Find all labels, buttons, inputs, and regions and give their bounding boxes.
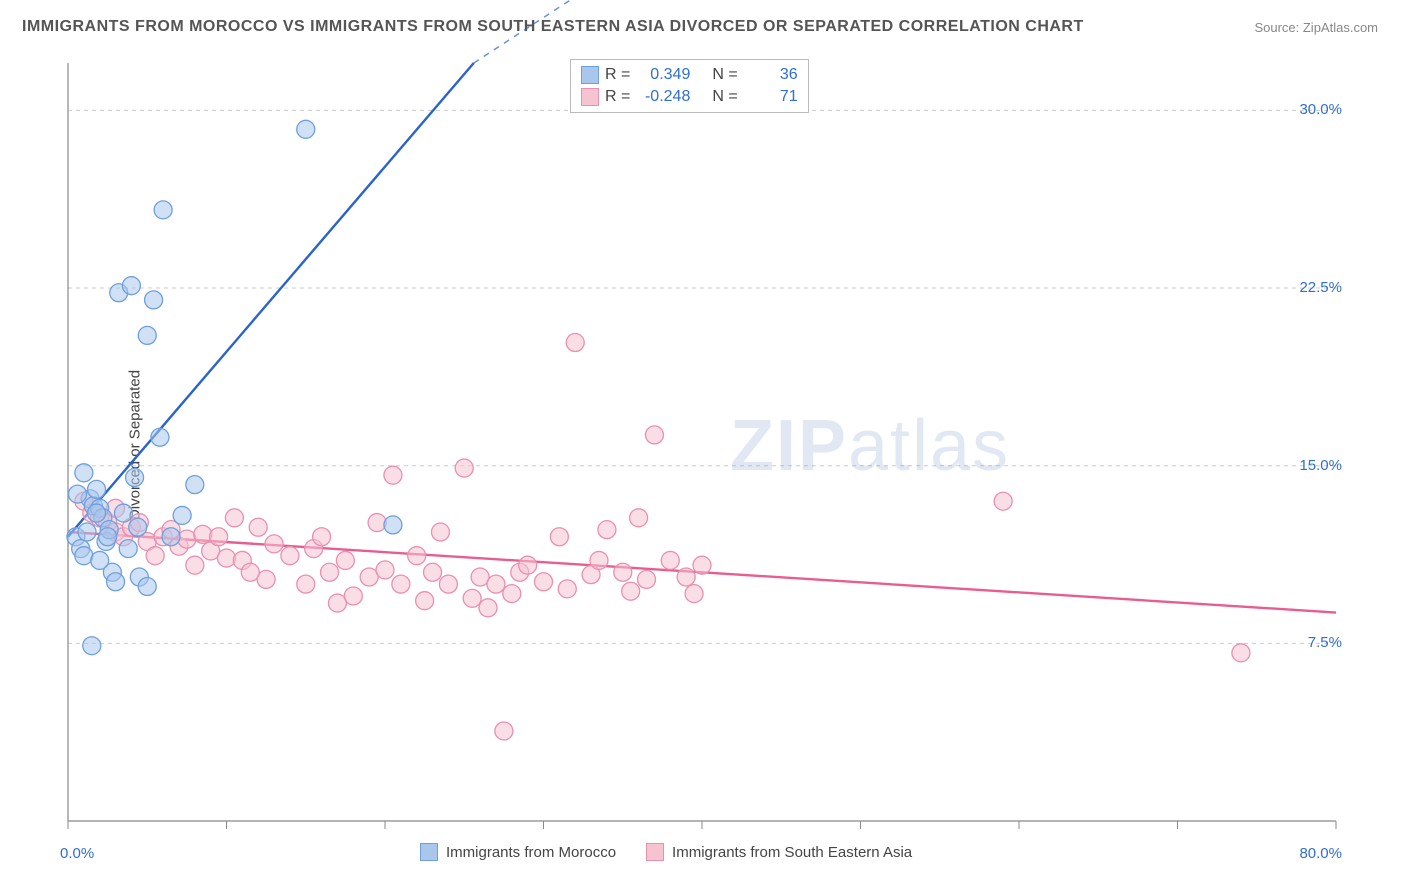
- scatter-plot: [50, 55, 1360, 835]
- stats-row-a: R = 0.349 N = 36: [581, 64, 798, 86]
- n-label-a: N =: [712, 66, 737, 84]
- y-tick-label: 30.0%: [1299, 101, 1342, 118]
- bottom-legend: Immigrants from Morocco Immigrants from …: [420, 843, 912, 861]
- swatch-series-a: [581, 66, 599, 84]
- n-value-a: 36: [744, 66, 798, 84]
- r-value-b: -0.248: [636, 88, 690, 106]
- n-value-b: 71: [744, 88, 798, 106]
- source-label: Source: ZipAtlas.com: [1254, 20, 1378, 35]
- n-label-b: N =: [712, 88, 737, 106]
- r-label-a: R =: [605, 66, 630, 84]
- legend-swatch-a: [420, 843, 438, 861]
- legend-item-a: Immigrants from Morocco: [420, 843, 616, 861]
- legend-item-b: Immigrants from South Eastern Asia: [646, 843, 912, 861]
- chart-title: IMMIGRANTS FROM MOROCCO VS IMMIGRANTS FR…: [22, 18, 1084, 36]
- stats-legend-box: R = 0.349 N = 36 R = -0.248 N = 71: [570, 59, 809, 113]
- swatch-series-b: [581, 88, 599, 106]
- r-value-a: 0.349: [636, 66, 690, 84]
- legend-swatch-b: [646, 843, 664, 861]
- x-max-label: 80.0%: [1299, 845, 1342, 862]
- legend-label-a: Immigrants from Morocco: [446, 844, 616, 861]
- stats-row-b: R = -0.248 N = 71: [581, 86, 798, 108]
- legend-label-b: Immigrants from South Eastern Asia: [672, 844, 912, 861]
- x-min-label: 0.0%: [60, 845, 94, 862]
- y-tick-label: 7.5%: [1308, 634, 1342, 651]
- y-tick-label: 15.0%: [1299, 457, 1342, 474]
- chart-area: Divorced or Separated ZIPatlas R = 0.349…: [50, 55, 1360, 835]
- y-tick-label: 22.5%: [1299, 279, 1342, 296]
- r-label-b: R =: [605, 88, 630, 106]
